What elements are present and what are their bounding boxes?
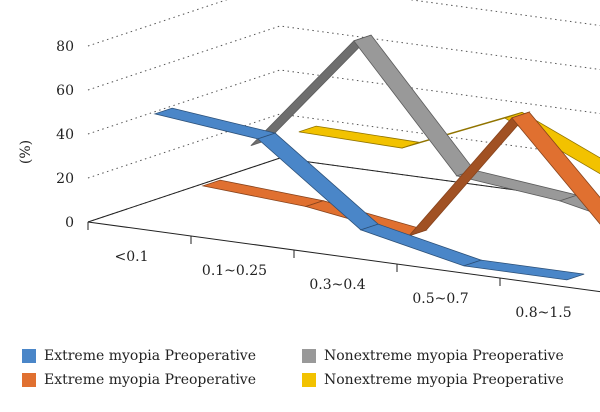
legend-swatch: [22, 373, 36, 387]
x-tick-label: 0.5~0.7: [412, 291, 468, 307]
y-tick-labels: 0 20 40 60 80: [56, 39, 74, 231]
x-tick-label: 0.1~0.25: [202, 263, 267, 279]
x-tick-label: 0.8~1.5: [515, 305, 571, 321]
legend-item: Nonextreme myopia Preoperative: [302, 348, 564, 364]
legend-item: Extreme myopia Preoperative: [22, 348, 256, 364]
series-segment: [463, 259, 585, 281]
y-tick-label: 80: [56, 39, 74, 55]
x-tick-label: 0.3~0.4: [309, 277, 365, 293]
series-segment: [511, 111, 600, 225]
x-axis: [87, 221, 600, 293]
legend-item: Extreme myopia Preoperative: [22, 372, 256, 388]
legend-label: Extreme myopia Preoperative: [44, 348, 256, 364]
series-segment: [353, 34, 475, 177]
depth-axis: [87, 157, 281, 223]
legend-item: Nonextreme myopia Preoperative: [302, 372, 564, 388]
x-tick-labels: <0.1 0.1~0.25 0.3~0.4 0.5~0.7 0.8~1.5: [115, 249, 572, 321]
legend-swatch: [302, 349, 316, 363]
x-tick-label: <0.1: [115, 249, 149, 265]
gridline: [87, 0, 600, 47]
legend: Extreme myopia Preoperative Extreme myop…: [22, 340, 592, 400]
chart-series: [153, 34, 600, 281]
series-segment: [298, 125, 420, 149]
y-tick-label: 40: [56, 127, 74, 143]
series-segment: [257, 132, 379, 231]
series-segment: [153, 107, 277, 140]
series-segment: [201, 179, 325, 207]
legend-label: Nonextreme myopia Preoperative: [324, 372, 564, 388]
y-tick-label: 60: [56, 83, 74, 99]
legend-swatch: [22, 349, 36, 363]
y-tick-label: 0: [65, 215, 74, 231]
legend-swatch: [302, 373, 316, 387]
y-tick-label: 20: [56, 171, 74, 187]
legend-label: Nonextreme myopia Preoperative: [324, 348, 564, 364]
y-axis-label: (%): [18, 140, 34, 164]
legend-label: Extreme myopia Preoperative: [44, 372, 256, 388]
